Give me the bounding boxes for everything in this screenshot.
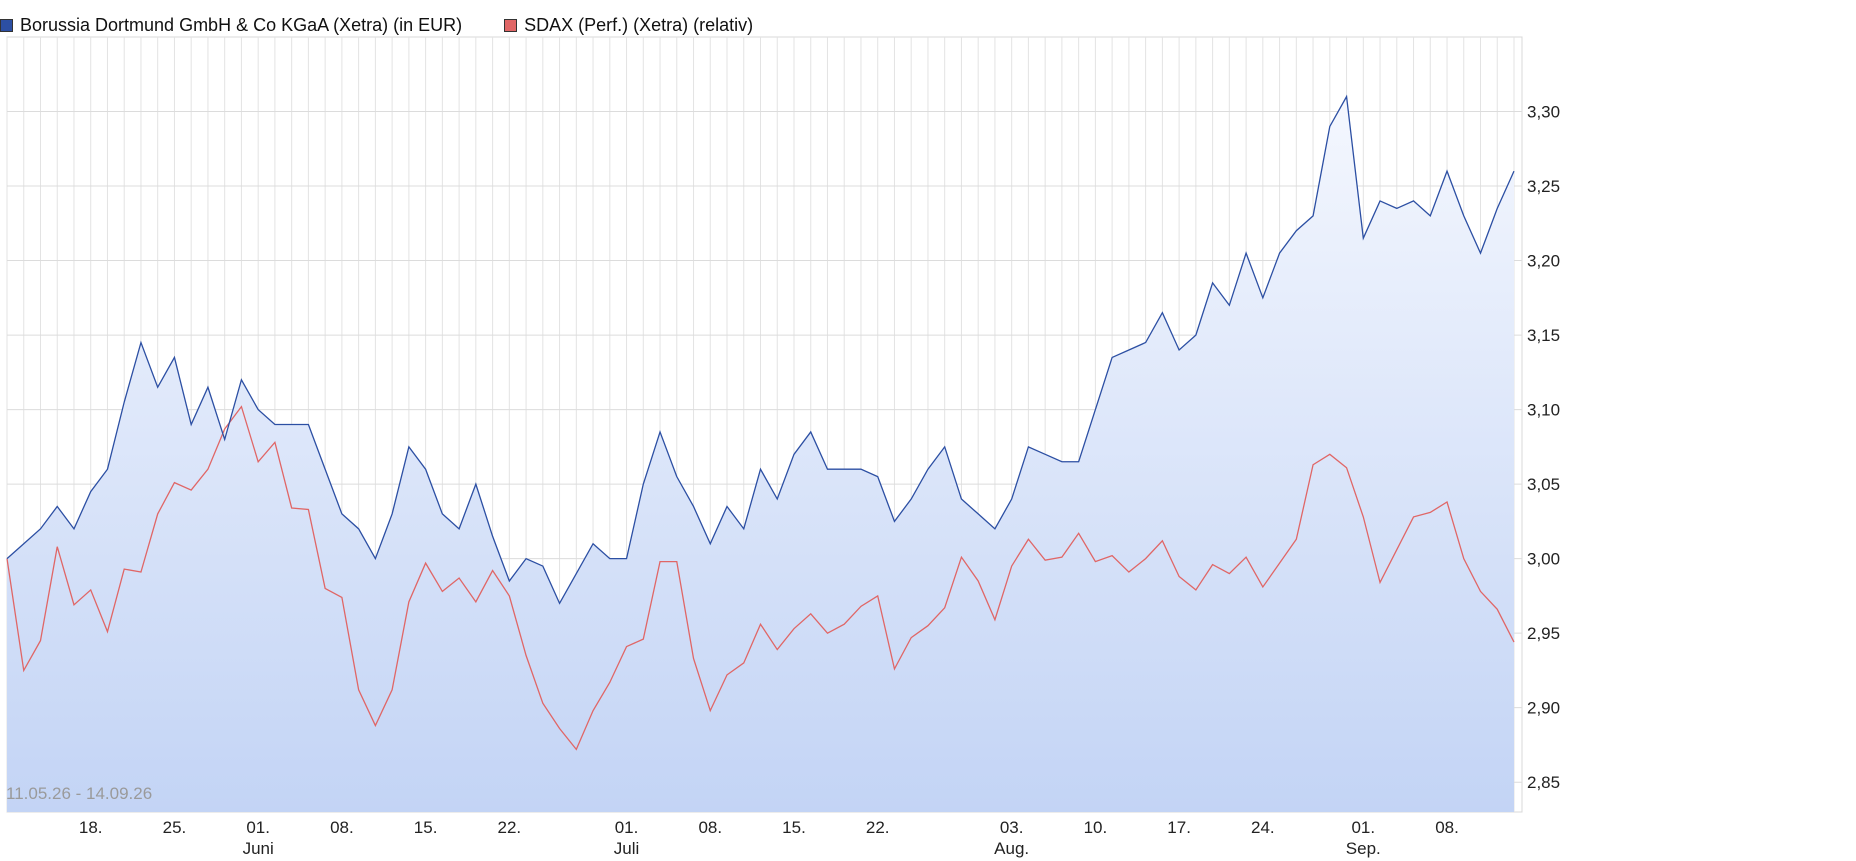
y-tick-label: 3,00 [1527, 550, 1560, 569]
y-tick-label: 2,95 [1527, 624, 1560, 643]
x-tick-label: 22. [866, 818, 890, 837]
x-month-label: Juni [243, 839, 274, 858]
x-tick-label: 15. [782, 818, 806, 837]
chart-legend: Borussia Dortmund GmbH & Co KGaA (Xetra)… [0, 14, 795, 36]
series-line-sdax [6, 405, 1515, 751]
y-tick-label: 3,25 [1527, 177, 1560, 196]
x-month-label: Sep. [1346, 839, 1381, 858]
legend-label-bvb: Borussia Dortmund GmbH & Co KGaA (Xetra)… [20, 14, 463, 35]
series-area-bvb [7, 96, 1514, 813]
x-tick-label: 15. [414, 818, 438, 837]
x-month-label: Aug. [994, 839, 1029, 858]
x-tick-label: 18. [79, 818, 103, 837]
legend-item-bvb[interactable]: Borussia Dortmund GmbH & Co KGaA (Xetra)… [0, 15, 462, 36]
y-tick-label: 3,30 [1527, 103, 1560, 122]
x-tick-label: 08. [1435, 818, 1459, 837]
y-tick-label: 3,05 [1527, 475, 1560, 494]
y-tick-label: 3,15 [1527, 326, 1560, 345]
date-range-label: 11.05.26 - 14.09.26 [6, 784, 152, 803]
x-tick-label: 01. [1351, 818, 1375, 837]
x-tick-label: 01. [246, 818, 270, 837]
x-tick-label: 10. [1084, 818, 1108, 837]
x-tick-label: 22. [498, 818, 522, 837]
x-axis-tick-labels: 18. 25. 01. Juni 08. 15. 22. 01. Juli 08. 15. 22. 03… [79, 818, 1459, 858]
series-line-bvb [6, 94, 1515, 605]
y-tick-label: 2,90 [1527, 699, 1560, 718]
y-tick-label: 2,85 [1527, 773, 1560, 792]
x-tick-label: 25. [163, 818, 187, 837]
legend-swatch-bvb [0, 18, 13, 32]
x-tick-label: 08. [698, 818, 722, 837]
legend-label-sdax: SDAX (Perf.) (Xetra) (relativ) [524, 14, 754, 35]
x-tick-label: 17. [1167, 818, 1191, 837]
x-month-label: Juli [614, 839, 640, 858]
x-tick-label: 08. [330, 818, 354, 837]
y-tick-label: 3,10 [1527, 401, 1560, 420]
x-tick-label: 03. [1000, 818, 1024, 837]
legend-item-sdax[interactable]: SDAX (Perf.) (Xetra) (relativ) [504, 15, 753, 36]
legend-swatch-sdax [504, 18, 518, 32]
y-axis-tick-labels: 2,85 2,90 2,95 3,00 3,05 3,10 3,15 3,20 3,25 3,30 [1527, 103, 1560, 793]
x-tick-label: 01. [615, 818, 639, 837]
y-tick-label: 3,20 [1527, 252, 1560, 271]
x-tick-label: 24. [1251, 818, 1275, 837]
